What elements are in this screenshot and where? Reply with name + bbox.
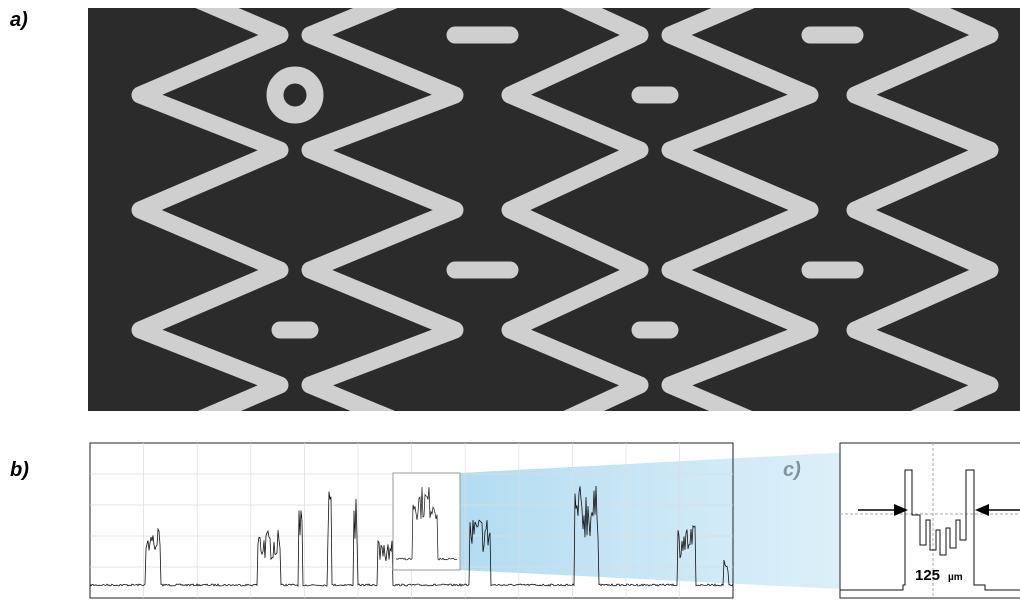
panel-label: a) <box>10 9 28 31</box>
panel-label: b) <box>10 459 29 481</box>
figure: a) b) c) 125 µm <box>0 0 1020 601</box>
width-unit: µm <box>948 572 963 583</box>
page: a) b) c) 125 µm (() => { const data = JS… <box>0 0 1020 601</box>
width-value: 125 <box>915 567 940 584</box>
inset <box>393 473 460 570</box>
